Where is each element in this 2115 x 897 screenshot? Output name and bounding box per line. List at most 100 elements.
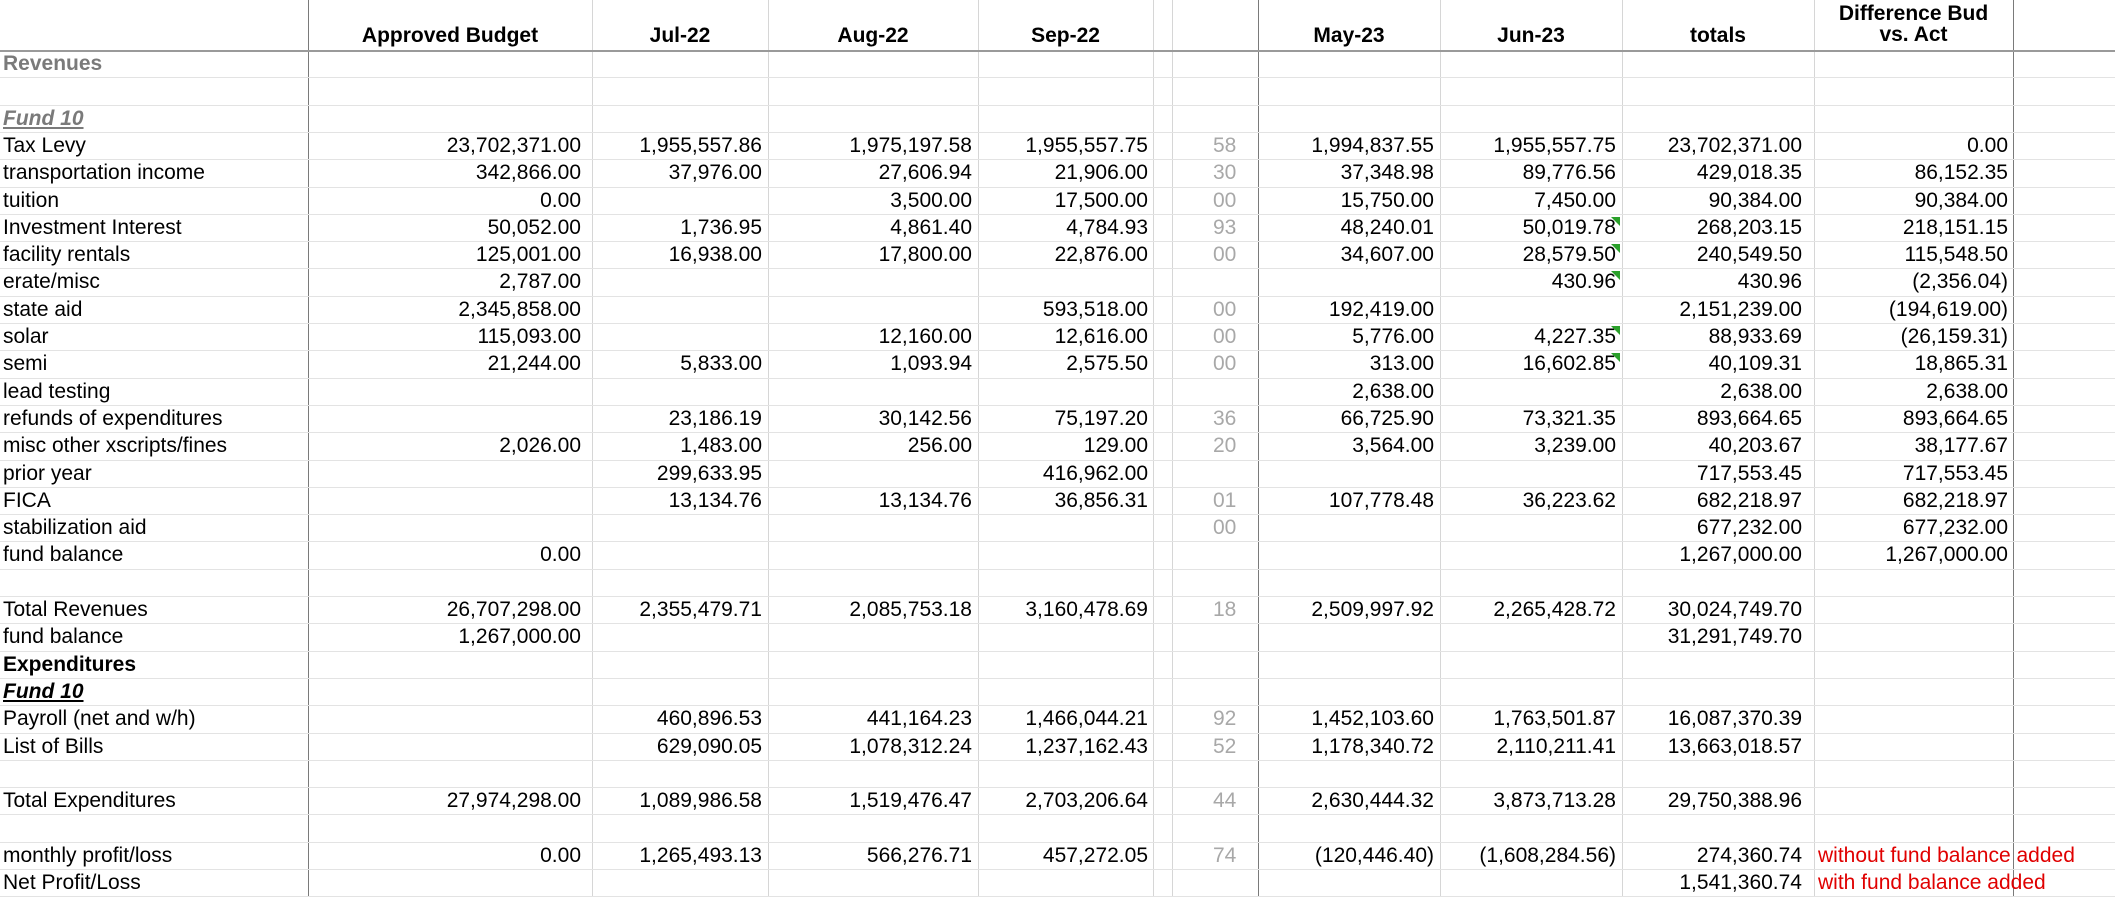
cell-aug-22[interactable]: 2,085,753.18 xyxy=(849,598,972,621)
cell-aug-22[interactable]: 566,276.71 xyxy=(866,843,972,867)
cell-sep-22[interactable]: 457,272.05 xyxy=(1042,843,1148,867)
cell-may-23[interactable]: 107,778.48 xyxy=(1328,488,1434,512)
cell-jun-23[interactable] xyxy=(1440,814,1616,841)
cell-difference[interactable]: 893,664.65 xyxy=(1902,406,2008,430)
cell-aug-22[interactable]: 27,606.94 xyxy=(878,161,972,185)
cell-totals[interactable]: 2,151,239.00 xyxy=(1679,297,1802,321)
cell-jul-22[interactable]: 5,833.00 xyxy=(680,352,762,376)
cell-aug-22[interactable]: 1,975,197.58 xyxy=(849,133,972,157)
cell-jun-23[interactable]: 89,776.56 xyxy=(1522,161,1616,185)
cell-jul-22[interactable]: 1,736.95 xyxy=(680,215,762,239)
cell-approved-budget[interactable]: 1,267,000.00 xyxy=(458,625,581,649)
cell-totals[interactable]: 1,267,000.00 xyxy=(1679,543,1802,567)
cell-approved-budget[interactable]: 0.00 xyxy=(540,543,581,567)
cell-totals[interactable]: 40,109.31 xyxy=(1708,352,1802,376)
cell-may-23[interactable] xyxy=(1258,678,1434,705)
cell-jun-23[interactable]: 1,955,557.75 xyxy=(1493,133,1616,157)
cell-aug-22[interactable]: 256.00 xyxy=(907,434,972,458)
cell-jul-22[interactable] xyxy=(592,760,762,787)
cell-aug-22[interactable] xyxy=(768,378,972,405)
cell-totals[interactable]: 29,750,388.96 xyxy=(1667,789,1802,813)
cell-jul-22[interactable]: 23,186.19 xyxy=(668,406,762,430)
cell-aug-22[interactable] xyxy=(768,514,972,541)
cell-jun-23[interactable]: 1,763,501.87 xyxy=(1493,707,1616,731)
cell-truncated-column[interactable]: 00 xyxy=(1213,297,1237,321)
cell-may-23[interactable] xyxy=(1258,623,1434,650)
cell-approved-budget[interactable] xyxy=(308,869,581,896)
cell-sep-22[interactable] xyxy=(978,105,1148,132)
cell-totals[interactable]: 717,553.45 xyxy=(1696,461,1802,485)
cell-jun-23[interactable] xyxy=(1440,296,1616,323)
cell-jul-22[interactable] xyxy=(592,869,762,896)
cell-jul-22[interactable] xyxy=(592,378,762,405)
cell-sep-22[interactable] xyxy=(978,760,1148,787)
row-label[interactable]: stabilization aid xyxy=(3,516,147,540)
row-label[interactable]: prior year xyxy=(3,461,92,485)
cell-may-23[interactable] xyxy=(1258,541,1434,568)
cell-truncated-column[interactable]: 92 xyxy=(1213,707,1237,731)
cell-sep-22[interactable] xyxy=(978,378,1148,405)
cell-may-23[interactable]: 1,178,340.72 xyxy=(1311,734,1434,758)
cell-difference[interactable]: 18,865.31 xyxy=(1914,352,2008,376)
row-label[interactable]: Expenditures xyxy=(3,652,137,676)
cell-jul-22[interactable] xyxy=(592,514,762,541)
cell-sep-22[interactable]: 21,906.00 xyxy=(1054,161,1148,185)
cell-jul-22[interactable] xyxy=(592,651,762,678)
cell-difference[interactable] xyxy=(1814,678,2008,705)
cell-difference[interactable] xyxy=(1814,651,2008,678)
cell-difference[interactable] xyxy=(1814,760,2008,787)
cell-approved-budget[interactable]: 2,787.00 xyxy=(499,270,581,294)
cell-may-23[interactable]: 3,564.00 xyxy=(1352,434,1434,458)
cell-approved-budget[interactable] xyxy=(308,569,581,596)
cell-aug-22[interactable] xyxy=(768,623,972,650)
cell-jun-23[interactable]: 36,223.62 xyxy=(1522,488,1616,512)
cell-jun-23[interactable] xyxy=(1440,760,1616,787)
cell-approved-budget[interactable] xyxy=(308,678,581,705)
cell-jul-22[interactable] xyxy=(592,814,762,841)
cell-difference[interactable] xyxy=(1814,596,2008,623)
cell-sep-22[interactable]: 1,955,557.75 xyxy=(1025,133,1148,157)
cell-totals[interactable]: 274,360.74 xyxy=(1696,843,1802,867)
cell-sep-22[interactable]: 17,500.00 xyxy=(1054,188,1148,212)
cell-jul-22[interactable] xyxy=(592,569,762,596)
cell-jun-23[interactable]: 3,239.00 xyxy=(1534,434,1616,458)
cell-approved-budget[interactable]: 27,974,298.00 xyxy=(446,789,581,813)
cell-truncated-column[interactable]: 36 xyxy=(1213,406,1237,430)
row-label[interactable]: Net Profit/Loss xyxy=(3,871,141,894)
cell-approved-budget[interactable] xyxy=(308,105,581,132)
cell-may-23[interactable] xyxy=(1258,569,1434,596)
cell-difference[interactable]: 115,548.50 xyxy=(1904,243,2008,267)
row-label[interactable]: List of Bills xyxy=(3,734,104,758)
cell-difference[interactable]: 38,177.67 xyxy=(1914,434,2008,458)
cell-totals[interactable] xyxy=(1622,50,1802,77)
cell-truncated-column[interactable]: 00 xyxy=(1213,352,1237,376)
cell-jul-22[interactable] xyxy=(592,105,762,132)
cell-sep-22[interactable] xyxy=(978,268,1148,295)
cell-truncated-column[interactable]: 74 xyxy=(1213,843,1237,867)
cell-approved-budget[interactable] xyxy=(308,50,581,77)
cell-totals[interactable] xyxy=(1622,760,1802,787)
cell-totals[interactable]: 240,549.50 xyxy=(1696,243,1802,267)
cell-approved-budget[interactable]: 26,707,298.00 xyxy=(446,598,581,621)
cell-approved-budget[interactable]: 0.00 xyxy=(540,188,581,212)
cell-may-23[interactable] xyxy=(1258,268,1434,295)
cell-totals[interactable]: 893,664.65 xyxy=(1696,406,1802,430)
cell-aug-22[interactable] xyxy=(768,460,972,487)
cell-jun-23[interactable]: 16,602.85 xyxy=(1522,352,1616,376)
cell-totals[interactable]: 2,638.00 xyxy=(1720,379,1802,403)
row-label[interactable]: FICA xyxy=(3,488,51,512)
row-label[interactable]: transportation income xyxy=(3,161,205,185)
cell-may-23[interactable] xyxy=(1258,514,1434,541)
cell-totals[interactable]: 268,203.15 xyxy=(1696,215,1802,239)
cell-may-23[interactable] xyxy=(1258,77,1434,104)
cell-jul-22[interactable]: 1,089,986.58 xyxy=(639,789,762,813)
cell-jun-23[interactable] xyxy=(1440,678,1616,705)
cell-approved-budget[interactable]: 342,866.00 xyxy=(475,161,581,185)
cell-approved-budget[interactable] xyxy=(308,514,581,541)
cell-sep-22[interactable] xyxy=(978,50,1148,77)
cell-jun-23[interactable] xyxy=(1440,869,1616,896)
cell-approved-budget[interactable] xyxy=(308,760,581,787)
cell-approved-budget[interactable]: 21,244.00 xyxy=(487,352,581,376)
cell-sep-22[interactable]: 22,876.00 xyxy=(1054,243,1148,267)
cell-difference[interactable] xyxy=(1814,787,2008,814)
